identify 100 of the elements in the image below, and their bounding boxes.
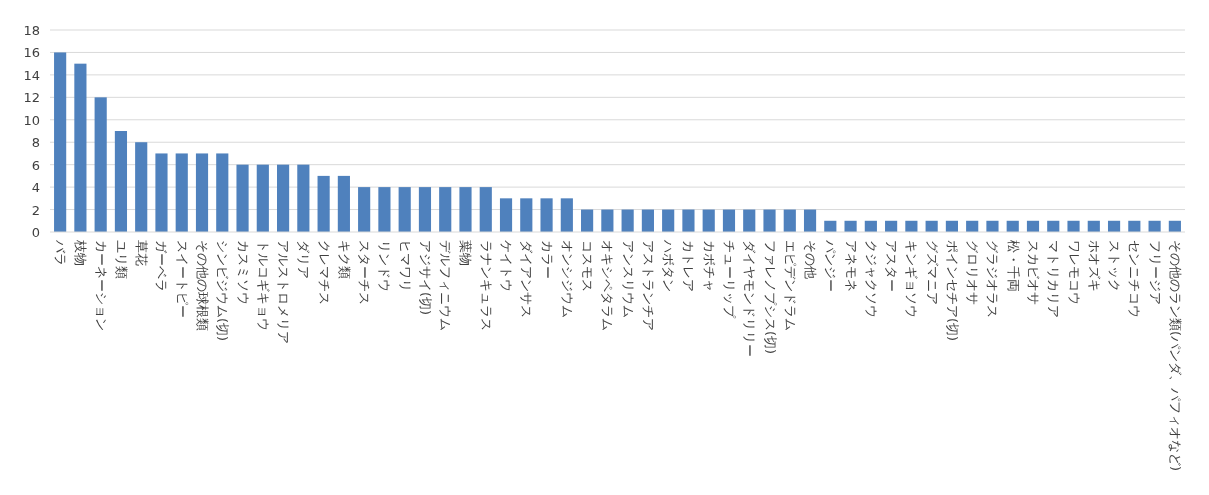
x-tick-label: マトリカリア xyxy=(1046,240,1062,318)
x-tick-label: ユリ類 xyxy=(113,240,129,279)
x-tick-label: アンスリウム xyxy=(620,240,636,318)
bar xyxy=(783,209,796,232)
x-tick-label: センニチコウ xyxy=(1127,240,1143,318)
x-tick-label: スターチス xyxy=(357,240,373,305)
x-tick-label: ガーベラ xyxy=(154,240,170,292)
bar xyxy=(743,209,756,232)
x-tick-label: カトレア xyxy=(681,240,697,292)
bar xyxy=(581,209,594,232)
bar xyxy=(398,187,411,232)
x-tick-label: ケイトウ xyxy=(499,240,515,292)
bar xyxy=(277,164,290,232)
x-tick-label: カボチャ xyxy=(701,240,717,292)
bar xyxy=(459,187,472,232)
x-tick-label: カラー xyxy=(539,240,555,279)
x-tick-label: キク類 xyxy=(336,240,352,279)
x-tick-label: カーネーション xyxy=(93,240,109,331)
bar xyxy=(175,153,188,232)
x-tick-label: ダイアンサス xyxy=(519,240,535,318)
bar xyxy=(499,198,513,232)
bar xyxy=(520,198,533,232)
bar xyxy=(155,153,168,232)
bar xyxy=(317,175,330,232)
bar xyxy=(702,209,715,232)
y-tick-label: 10 xyxy=(23,112,40,128)
x-tick-label: トルコギキョウ xyxy=(255,240,271,331)
bar xyxy=(682,209,695,232)
y-tick-label: 18 xyxy=(23,23,40,38)
x-tick-label: 草花 xyxy=(134,240,150,266)
y-tick-label: 2 xyxy=(31,202,40,218)
x-tick-label: リンドウ xyxy=(377,240,393,292)
bar xyxy=(418,187,432,232)
x-tick-label: コスモス xyxy=(580,240,596,292)
bar xyxy=(439,187,452,232)
bar xyxy=(479,187,492,232)
x-tick-label: アルストロメリア xyxy=(276,240,292,344)
bar xyxy=(256,164,269,232)
bar xyxy=(236,164,249,232)
x-tick-label: その他の球根類 xyxy=(195,240,211,331)
x-tick-label: デルフィニウム xyxy=(438,240,454,331)
bar xyxy=(358,187,371,232)
bar xyxy=(986,220,999,232)
x-tick-label: オキシペタラム xyxy=(600,240,616,331)
x-tick-label: グズマニア xyxy=(924,240,940,305)
x-tick-label: その他 xyxy=(803,240,819,279)
x-tick-label: グロリオサ xyxy=(965,240,981,305)
x-tick-label: その他のラン類(パンダ、パフィオなど) xyxy=(1167,240,1183,472)
bar xyxy=(540,198,553,232)
bar xyxy=(378,187,391,232)
bar xyxy=(216,153,229,232)
bar xyxy=(94,97,107,232)
x-tick-label: ヒマワリ xyxy=(397,240,413,292)
x-tick-label: 松・千両 xyxy=(1005,240,1021,292)
y-tick-label: 16 xyxy=(23,45,40,61)
bar xyxy=(74,63,87,232)
bar xyxy=(135,142,148,232)
x-tick-label: 葉物 xyxy=(458,240,474,266)
x-tick-label: フリージア xyxy=(1147,240,1163,305)
x-tick-label: ハボタン xyxy=(661,239,677,292)
y-tick-label: 4 xyxy=(31,180,40,196)
x-tick-label: バラ xyxy=(53,239,69,266)
bar xyxy=(641,209,654,232)
y-tick-label: 14 xyxy=(23,67,40,83)
x-tick-label: クジャクソウ xyxy=(863,240,879,318)
x-tick-label: スイートピー xyxy=(174,240,190,318)
x-tick-label: ダイヤモンドリリー xyxy=(742,240,758,357)
bar xyxy=(297,164,310,232)
bar xyxy=(114,131,128,232)
x-tick-label: ワレモコウ xyxy=(1066,240,1082,305)
x-tick-label: スカビオサ xyxy=(1025,240,1041,305)
x-tick-label: アネモネ xyxy=(843,240,859,292)
x-tick-label: ファレノプシス(切) xyxy=(762,240,778,355)
x-tick-label: オンシジウム xyxy=(559,240,575,318)
x-tick-label: グラジオラス xyxy=(985,240,1001,318)
y-tick-label: 8 xyxy=(31,135,40,151)
x-tick-label: ストック xyxy=(1107,240,1123,292)
y-tick-label: 12 xyxy=(23,90,40,106)
bar xyxy=(803,209,817,232)
bar xyxy=(54,52,67,232)
y-tick-label: 0 xyxy=(31,225,40,240)
bar xyxy=(601,209,614,232)
x-tick-label: パンジー xyxy=(823,239,839,292)
bar xyxy=(195,153,209,232)
bar xyxy=(560,198,573,232)
x-tick-label: 枝物 xyxy=(73,239,89,266)
x-tick-label: ポインセチア(切) xyxy=(944,240,960,342)
x-tick-label: シンビジウム(切) xyxy=(215,240,231,342)
x-tick-label: ラナンキュラス xyxy=(478,240,494,331)
bar xyxy=(1067,220,1080,232)
x-tick-label: カスミソウ xyxy=(235,240,251,305)
x-tick-label: アジサイ(切) xyxy=(417,240,433,316)
bar xyxy=(662,209,675,232)
y-tick-label: 6 xyxy=(31,157,40,173)
x-tick-label: エピデンドラム xyxy=(782,240,798,331)
bar xyxy=(621,209,634,232)
x-tick-label: キンギョソウ xyxy=(904,240,920,318)
bar xyxy=(722,209,736,232)
x-tick-label: アストランチア xyxy=(640,240,656,331)
x-tick-label: クレマチス xyxy=(316,240,332,305)
